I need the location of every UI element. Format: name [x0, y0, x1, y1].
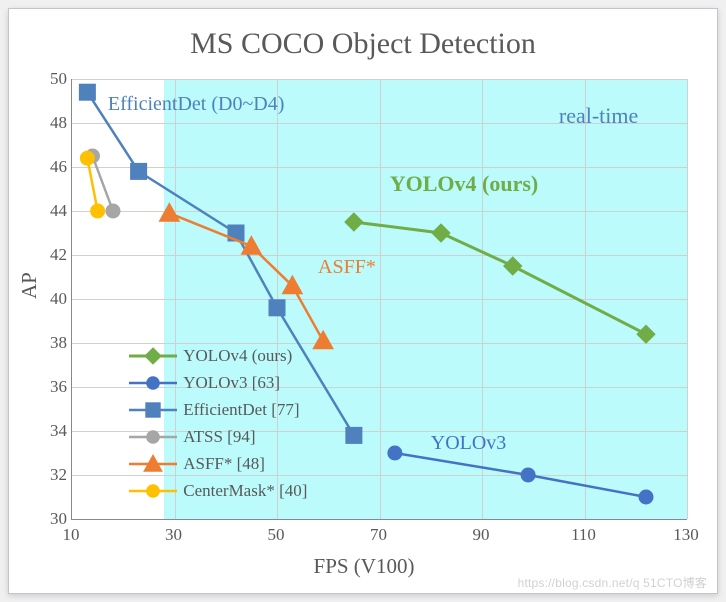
watermark: https://blog.csdn.net/q 51CTO博客: [518, 574, 707, 591]
data-marker: [504, 257, 522, 275]
data-marker: [159, 203, 179, 221]
y-tick-label: 30: [39, 509, 67, 529]
data-marker: [145, 348, 161, 364]
legend-label: ATSS [94]: [183, 427, 255, 447]
data-marker: [637, 325, 655, 343]
legend-swatch: [129, 347, 177, 365]
x-tick-label: 30: [154, 525, 194, 545]
y-tick-label: 44: [39, 201, 67, 221]
data-marker: [147, 431, 160, 444]
chart-title: MS COCO Object Detection: [9, 27, 717, 61]
data-marker: [131, 163, 147, 179]
data-marker: [106, 204, 120, 218]
y-tick-label: 50: [39, 69, 67, 89]
plot-area: EfficientDet (D0~D4) real-time YOLOv4 (our…: [71, 79, 687, 520]
y-tick-label: 34: [39, 421, 67, 441]
legend: YOLOv4 (ours) YOLOv3 [63] EfficientDet [77…: [123, 339, 313, 509]
legend-item: CenterMask* [40]: [129, 478, 307, 505]
legend-item: ASFF* [48]: [129, 451, 307, 478]
data-marker: [79, 84, 95, 100]
data-marker: [432, 224, 450, 242]
legend-item: ATSS [94]: [129, 424, 307, 451]
legend-label: ASFF* [48]: [183, 454, 265, 474]
y-tick-label: 40: [39, 289, 67, 309]
data-marker: [146, 403, 160, 417]
y-tick-label: 42: [39, 245, 67, 265]
legend-swatch: [129, 374, 177, 392]
legend-swatch: [129, 482, 177, 500]
data-marker: [639, 490, 653, 504]
annotation-label: EfficientDet (D0~D4): [108, 93, 285, 116]
series-line: [354, 222, 646, 334]
x-tick-label: 70: [359, 525, 399, 545]
legend-swatch: [129, 401, 177, 419]
data-marker: [147, 377, 160, 390]
series-line: [395, 453, 646, 497]
data-marker: [91, 204, 105, 218]
legend-label: CenterMask* [40]: [183, 481, 307, 501]
chart-frame: MS COCO Object Detection EfficientDet (D…: [8, 8, 718, 594]
annotation-label: YOLOv3: [431, 432, 507, 455]
series-line: [169, 213, 323, 341]
legend-item: EfficientDet [77]: [129, 397, 307, 424]
x-tick-label: 110: [564, 525, 604, 545]
data-marker: [521, 468, 535, 482]
x-tick-label: 90: [461, 525, 501, 545]
data-marker: [388, 446, 402, 460]
legend-label: YOLOv4 (ours): [183, 346, 292, 366]
legend-label: YOLOv3 [63]: [183, 373, 280, 393]
x-tick-label: 130: [666, 525, 706, 545]
legend-swatch: [129, 428, 177, 446]
legend-item: YOLOv4 (ours): [129, 343, 307, 370]
legend-item: YOLOv3 [63]: [129, 370, 307, 397]
grid-vertical: [687, 79, 688, 519]
legend-label: EfficientDet [77]: [183, 400, 299, 420]
legend-swatch: [129, 455, 177, 473]
data-marker: [313, 331, 333, 349]
y-tick-label: 32: [39, 465, 67, 485]
annotation-label: YOLOv4 (ours): [390, 171, 539, 197]
x-tick-label: 50: [256, 525, 296, 545]
annotation-label: ASFF*: [318, 256, 376, 279]
data-marker: [346, 427, 362, 443]
y-tick-label: 48: [39, 113, 67, 133]
y-tick-label: 36: [39, 377, 67, 397]
data-marker: [269, 300, 285, 316]
annotation-label: real-time: [559, 103, 638, 129]
data-marker: [80, 151, 94, 165]
y-tick-label: 46: [39, 157, 67, 177]
data-marker: [147, 485, 160, 498]
y-tick-label: 38: [39, 333, 67, 353]
data-marker: [345, 213, 363, 231]
